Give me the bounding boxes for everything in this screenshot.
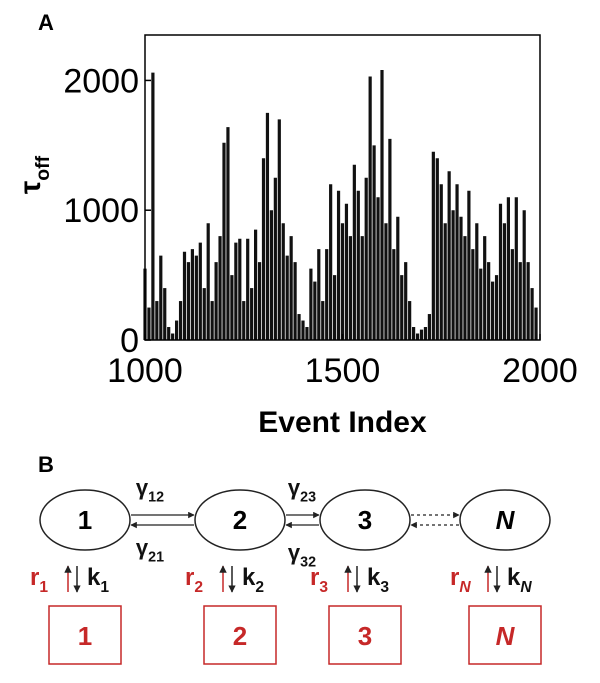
emission-rate: rN — [450, 564, 471, 596]
state-label: N — [496, 505, 516, 535]
transition-rate: γ32 — [288, 540, 316, 571]
emission-box — [468, 605, 542, 665]
emission-box — [328, 605, 402, 665]
emission-rate-symbol: r — [310, 564, 319, 591]
emission-rate-symbol: r — [185, 564, 194, 591]
decay-rate-sub: 1 — [100, 579, 109, 596]
decay-rate: k3 — [367, 564, 389, 596]
panel-label: A — [38, 10, 54, 35]
panel-label: B — [38, 452, 54, 477]
transition-rate-sub: 21 — [148, 550, 164, 566]
state-node — [39, 489, 131, 551]
emission-rate-sub: 1 — [39, 579, 48, 596]
box-label: N — [496, 621, 516, 651]
decay-rate-sub: 3 — [380, 579, 389, 596]
transition-rate-sub: 32 — [300, 555, 316, 571]
transition-rate-symbol: γ — [136, 535, 149, 560]
emission-rate: r2 — [185, 564, 203, 596]
y-axis-label: τoff — [14, 155, 54, 194]
emission-rate-symbol: r — [450, 564, 459, 591]
decay-rate-symbol: k — [507, 564, 521, 591]
emission-box — [48, 605, 122, 665]
decay-rate-symbol: k — [87, 564, 101, 591]
emission-rate-sub: 3 — [319, 579, 328, 596]
transition-rate: γ12 — [136, 475, 164, 506]
box-label: 1 — [78, 621, 92, 651]
y-tick-label: 2000 — [63, 62, 139, 100]
x-tick-label: 1000 — [107, 352, 183, 390]
decay-rate-sub: N — [520, 579, 532, 596]
state-label: 1 — [78, 505, 92, 535]
box-label: 2 — [233, 621, 247, 651]
emission-rate: r3 — [310, 564, 328, 596]
state-node — [459, 489, 551, 551]
emission-rate-sub: N — [459, 579, 471, 596]
state-label: 3 — [358, 505, 372, 535]
decay-rate-symbol: k — [367, 564, 381, 591]
x-tick-label: 2000 — [502, 352, 578, 390]
emission-rate: r1 — [30, 564, 48, 596]
y-tick-label: 1000 — [63, 192, 139, 230]
state-node — [194, 489, 286, 551]
transition-rate-sub: 23 — [300, 490, 316, 506]
transition-rate-symbol: γ — [288, 540, 301, 565]
transition-rate-symbol: γ — [288, 475, 301, 500]
transition-rate: γ21 — [136, 535, 164, 566]
decay-rate-sub: 2 — [255, 579, 264, 596]
x-axis-label: Event Index — [258, 406, 427, 439]
box-label: 3 — [358, 621, 372, 651]
decay-rate: kN — [507, 564, 532, 596]
emission-rate-symbol: r — [30, 564, 39, 591]
y-axis-label-sub: off — [32, 155, 54, 180]
decay-rate: k1 — [87, 564, 109, 596]
decay-rate-symbol: k — [242, 564, 256, 591]
emission-box — [203, 605, 277, 665]
y-tick-label: 0 — [120, 322, 139, 360]
state-node — [319, 489, 411, 551]
state-label: 2 — [233, 505, 247, 535]
decay-rate: k2 — [242, 564, 264, 596]
y-axis-label-symbol: τ — [14, 181, 47, 194]
transition-rate: γ23 — [288, 475, 316, 506]
transition-rate-sub: 12 — [148, 490, 164, 506]
x-tick-label: 1500 — [305, 352, 381, 390]
emission-rate-sub: 2 — [194, 579, 203, 596]
transition-rate-symbol: γ — [136, 475, 149, 500]
